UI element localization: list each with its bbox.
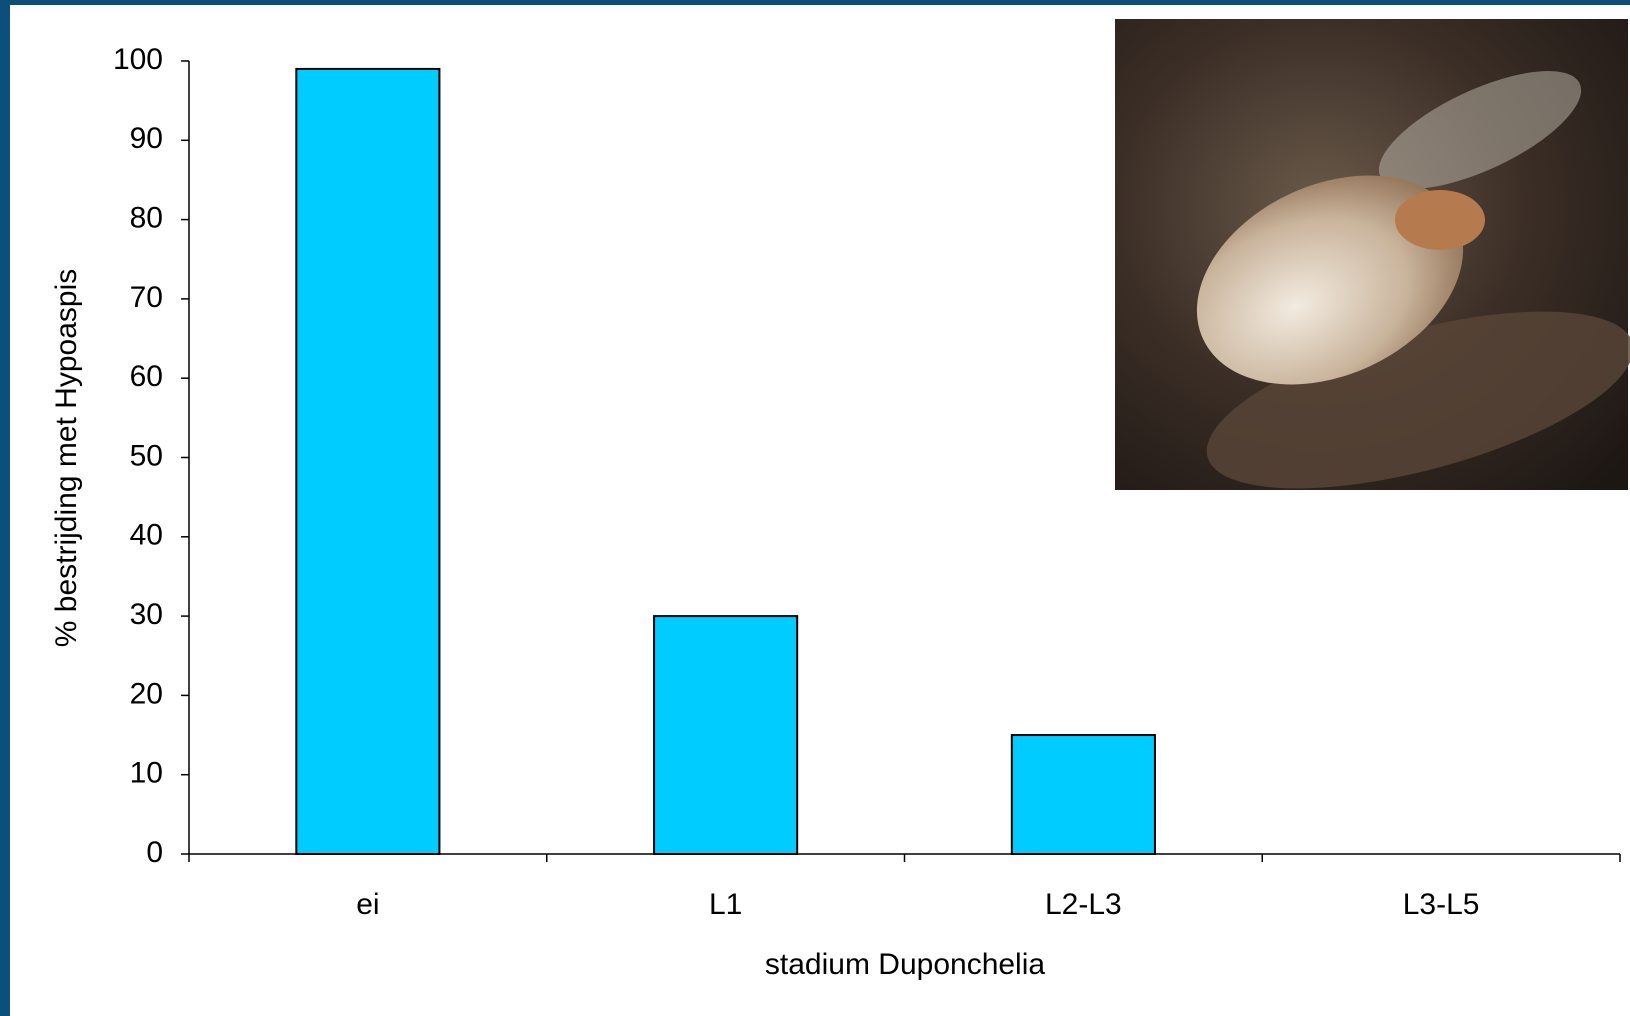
- y-tick-label: 70: [130, 281, 163, 314]
- x-tick-label: L2-L3: [1045, 888, 1122, 921]
- y-tick-label: 10: [130, 757, 163, 790]
- y-tick-label: 50: [130, 439, 163, 472]
- bar: [295, 67, 441, 856]
- y-tick-label: 90: [130, 122, 163, 155]
- x-tick-label: L1: [709, 888, 742, 921]
- y-tick-label: 80: [130, 202, 163, 235]
- y-tick-label: 40: [130, 519, 163, 552]
- frame-top: [0, 0, 1630, 5]
- y-tick-label: 60: [130, 360, 163, 393]
- y-tick-label: 0: [146, 836, 163, 869]
- y-tick-label: 30: [130, 598, 163, 631]
- bar: [1010, 734, 1156, 855]
- x-tick-label: L3-L5: [1403, 888, 1480, 921]
- photo: [1115, 19, 1630, 490]
- frame-left: [0, 0, 10, 1016]
- y-tick-label: 100: [113, 43, 163, 76]
- y-tick-label: 20: [130, 677, 163, 710]
- x-axis-title: stadium Duponchelia: [765, 948, 1045, 981]
- y-axis-title: % bestrijding met Hypoaspis: [50, 269, 83, 648]
- x-tick-label: ei: [356, 888, 379, 921]
- bar: [653, 615, 799, 855]
